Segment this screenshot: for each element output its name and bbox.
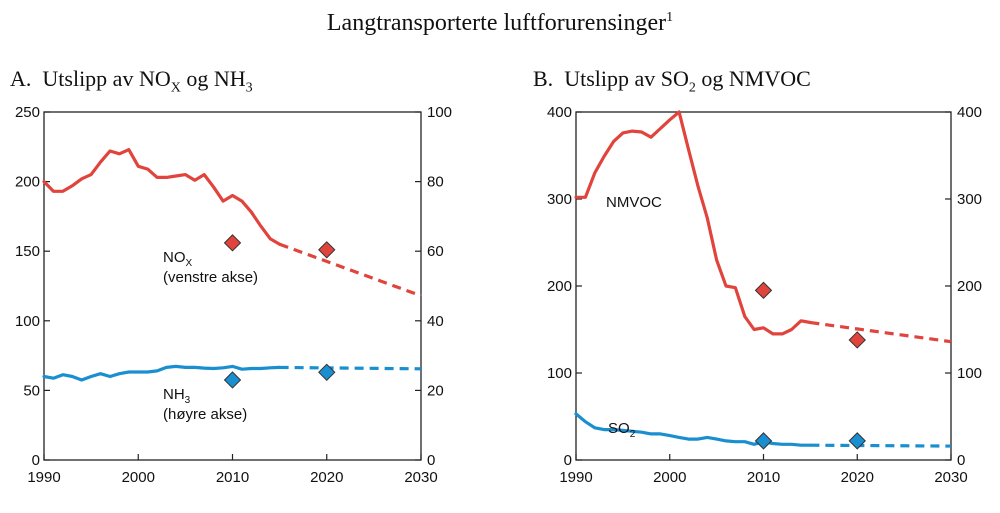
panel-a-title: A. Utslipp av NOX og NH3 xyxy=(10,66,253,96)
panel-b-right-tick-label: 300 xyxy=(957,191,982,208)
panel-a-x-tick-label: 2030 xyxy=(404,469,437,486)
so2-marker-2010 xyxy=(754,432,773,450)
nmvoc-label: NMVOC xyxy=(606,194,662,211)
nh3-marker-2010 xyxy=(223,371,242,389)
panel-b-x-tick-label: 2010 xyxy=(747,469,780,486)
panel-a-x-tick-label: 2020 xyxy=(310,469,343,486)
panel-b-right-tick-label: 0 xyxy=(957,452,965,469)
panel-b-x-tick-label: 2000 xyxy=(653,469,686,486)
panel-a-left-tick-label: 250 xyxy=(15,104,40,121)
nh3-marker-2020 xyxy=(318,363,336,382)
nmvoc-marker-2020 xyxy=(848,331,866,349)
nh3-label: NH3 xyxy=(163,386,191,406)
nox-label-axis-note: (venstre akse) xyxy=(163,269,258,286)
nmvoc-historical-line xyxy=(574,110,813,336)
panel-a-left-tick-label: 100 xyxy=(15,313,40,330)
panel-b-plot: 1990 2000 2010 2020 203001002003004000100200… xyxy=(547,104,982,486)
figure-title: Langtransporterte luftforurensinger1 xyxy=(326,10,674,36)
panel-a-left-tick-label: 50 xyxy=(23,382,40,399)
nox-marker-2020 xyxy=(318,241,336,259)
panel-a-right-tick-label: 80 xyxy=(427,174,444,191)
panel-b-left-tick-label: 200 xyxy=(547,278,572,295)
panel-a-right-tick-label: 40 xyxy=(427,313,444,330)
panel-a-right-tick-label: 60 xyxy=(427,243,444,260)
so2-label: SO2 xyxy=(608,420,636,440)
nmvoc-marker-2010 xyxy=(754,281,773,300)
panel-a-x-tick-label: 2010 xyxy=(216,469,249,486)
panel-b-left-tick-label: 100 xyxy=(547,365,572,382)
so2-projection-line xyxy=(810,443,952,448)
panel-b-left-tick-label: 0 xyxy=(564,452,572,469)
panel-b-x-tick-label: 2020 xyxy=(841,469,874,486)
nh3-historical-line xyxy=(42,364,282,382)
nox-projection-line xyxy=(279,242,422,298)
panel-a-left-tick-label: 150 xyxy=(15,243,40,260)
panel-b-right-tick-label: 400 xyxy=(957,104,982,121)
panel-a-left-tick-label: 0 xyxy=(32,452,40,469)
nmvoc-projection-line xyxy=(810,320,952,344)
panel-b-x-tick-label: 2030 xyxy=(934,469,967,486)
so2-marker-2020 xyxy=(848,432,866,450)
panel-a-left-tick-label: 200 xyxy=(15,174,40,191)
panel-b-title: B. Utslipp av SO2 og NMVOC xyxy=(533,66,811,96)
so2-historical-line xyxy=(574,412,813,447)
nox-label: NOX xyxy=(163,249,193,269)
nh3-projection-line xyxy=(279,365,422,371)
nh3-label-axis-note: (høyre akse) xyxy=(163,406,247,423)
panel-a-plot: 1990 2000 2010 2020 203005010015020025002040… xyxy=(15,104,452,486)
panel-a-x-tick-label: 2000 xyxy=(122,469,155,486)
panel-b-left-tick-label: 300 xyxy=(547,191,572,208)
nox-historical-line xyxy=(42,148,282,246)
panel-a-right-tick-label: 100 xyxy=(427,104,452,121)
panel-a-x-tick-label: 1990 xyxy=(27,469,60,486)
panel-b-x-tick-label: 1990 xyxy=(559,469,592,486)
panel-a-right-tick-label: 20 xyxy=(427,382,444,399)
panel-b-right-tick-label: 100 xyxy=(957,365,982,382)
panel-a-right-tick-label: 0 xyxy=(427,452,435,469)
nox-marker-2010 xyxy=(223,234,242,252)
title-footnote: 1 xyxy=(666,10,674,25)
panel-b-left-tick-label: 400 xyxy=(547,104,572,121)
panel-b-right-tick-label: 200 xyxy=(957,278,982,295)
